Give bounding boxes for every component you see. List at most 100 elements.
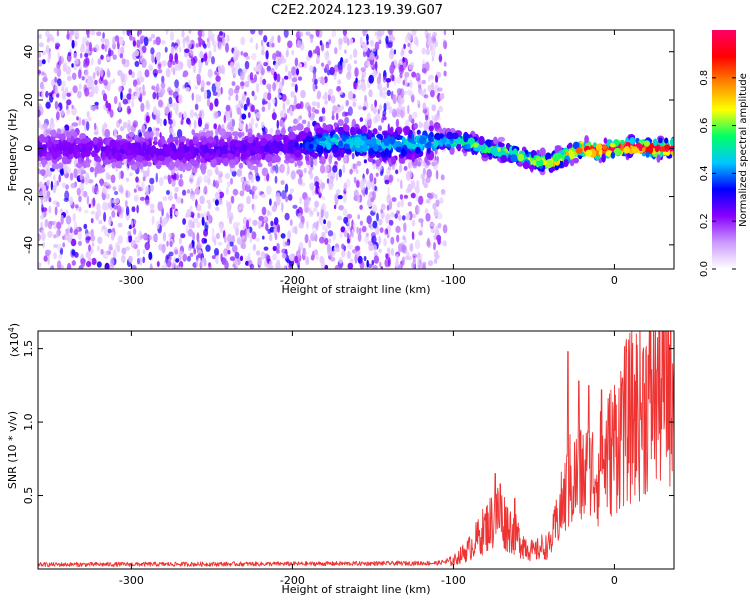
- noise-speck: [169, 110, 173, 119]
- noise-speck: [150, 33, 156, 39]
- noise-speck: [41, 184, 46, 192]
- noise-speck: [163, 175, 168, 180]
- ridge-speck: [174, 159, 181, 168]
- ridge-speck: [592, 142, 597, 148]
- noise-speck: [403, 43, 406, 49]
- noise-speck: [66, 262, 72, 269]
- noise-speck: [170, 46, 175, 55]
- noise-speck: [271, 205, 277, 212]
- noise-speck: [232, 68, 237, 77]
- noise-speck: [118, 36, 124, 46]
- noise-speck: [100, 37, 106, 43]
- noise-speck: [295, 68, 300, 76]
- noise-speck: [435, 40, 439, 48]
- noise-speck: [354, 245, 361, 251]
- noise-speck: [313, 70, 317, 80]
- noise-speck: [182, 218, 187, 225]
- noise-speck: [140, 180, 145, 191]
- noise-speck: [44, 218, 49, 228]
- ridge-speck: [119, 140, 124, 145]
- noise-speck: [333, 204, 337, 210]
- noise-speck: [403, 90, 407, 95]
- noise-speck: [159, 216, 163, 224]
- noise-speck: [245, 55, 250, 60]
- noise-speck: [313, 249, 318, 256]
- noise-speck: [280, 180, 285, 185]
- noise-speck: [276, 119, 280, 129]
- ridge-speck: [152, 140, 158, 146]
- noise-speck: [77, 231, 82, 241]
- ridge-speck: [344, 148, 352, 155]
- colorbar-tick-label: 0.6: [699, 118, 710, 134]
- noise-speck: [420, 89, 424, 96]
- noise-speck: [239, 122, 244, 130]
- noise-speck: [225, 104, 231, 112]
- ridge-speck: [539, 147, 546, 157]
- noise-speck: [393, 49, 397, 55]
- noise-speck: [342, 30, 347, 36]
- noise-speck: [321, 196, 325, 201]
- noise-speck: [235, 93, 239, 102]
- noise-speck: [366, 112, 371, 120]
- spectrogram-y-axis-label: Frequency (Hz): [6, 109, 19, 192]
- noise-speck: [220, 64, 225, 75]
- noise-speck: [46, 179, 50, 186]
- noise-speck: [86, 121, 90, 131]
- noise-speck: [331, 30, 337, 38]
- noise-speck: [252, 243, 257, 251]
- noise-speck: [378, 104, 383, 112]
- noise-speck: [124, 73, 128, 82]
- noise-speck: [281, 93, 287, 102]
- noise-speck: [401, 244, 406, 253]
- noise-speck: [338, 65, 343, 75]
- ridge-speck: [143, 131, 151, 138]
- noise-speck: [191, 129, 196, 136]
- noise-speck: [251, 52, 257, 61]
- ridge-speck: [235, 143, 240, 148]
- ridge-speck: [344, 142, 351, 149]
- noise-speck: [401, 47, 405, 56]
- noise-speck: [39, 42, 44, 48]
- spectrogram-x-axis-label: Height of straight line (km): [281, 283, 430, 296]
- noise-speck: [401, 256, 405, 266]
- noise-speck: [41, 229, 45, 236]
- noise-speck: [121, 254, 126, 264]
- noise-speck: [38, 103, 42, 109]
- noise-speck: [393, 77, 397, 86]
- noise-speck: [179, 236, 182, 245]
- noise-speck: [311, 230, 317, 237]
- ridge-speck: [222, 147, 227, 155]
- noise-speck: [137, 258, 141, 265]
- ridge-speck: [405, 153, 412, 160]
- noise-speck: [119, 126, 125, 132]
- noise-speck: [403, 165, 408, 171]
- noise-speck: [298, 63, 303, 68]
- noise-speck: [82, 36, 88, 45]
- ridge-speck: [42, 136, 49, 143]
- y-tick-label: -20: [22, 188, 35, 206]
- noise-speck: [346, 238, 350, 244]
- noise-speck: [230, 177, 233, 185]
- noise-speck: [305, 256, 310, 266]
- noise-speck: [338, 257, 343, 264]
- noise-speck: [62, 182, 66, 188]
- ridge-speck: [135, 155, 143, 163]
- noise-speck: [291, 49, 295, 56]
- noise-speck: [364, 235, 370, 244]
- noise-speck: [318, 215, 323, 224]
- noise-speck: [224, 235, 227, 244]
- noise-speck: [423, 88, 427, 93]
- noise-speck: [54, 180, 58, 189]
- ridge-speck: [400, 148, 407, 157]
- noise-speck: [122, 30, 126, 36]
- noise-speck: [141, 45, 147, 54]
- noise-speck: [326, 243, 331, 253]
- noise-speck: [434, 193, 438, 200]
- ridge-speck: [364, 139, 373, 145]
- noise-speck: [425, 48, 431, 56]
- noise-speck: [191, 221, 195, 229]
- noise-speck: [66, 92, 71, 98]
- noise-speck: [240, 51, 244, 56]
- noise-speck: [339, 105, 345, 111]
- noise-speck: [102, 93, 108, 102]
